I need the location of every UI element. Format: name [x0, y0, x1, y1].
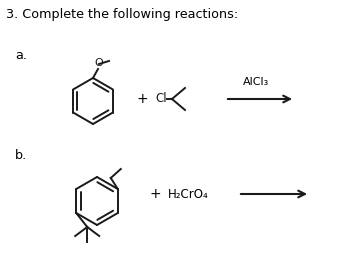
Text: b.: b.: [15, 149, 27, 162]
Text: 3. Complete the following reactions:: 3. Complete the following reactions:: [6, 8, 238, 21]
Text: +: +: [136, 92, 148, 106]
Text: O: O: [94, 58, 103, 68]
Text: Cl: Cl: [155, 93, 167, 105]
Text: a.: a.: [15, 49, 27, 62]
Text: H₂CrO₄: H₂CrO₄: [168, 187, 209, 200]
Text: AlCl₃: AlCl₃: [243, 77, 269, 87]
Text: +: +: [149, 187, 161, 201]
